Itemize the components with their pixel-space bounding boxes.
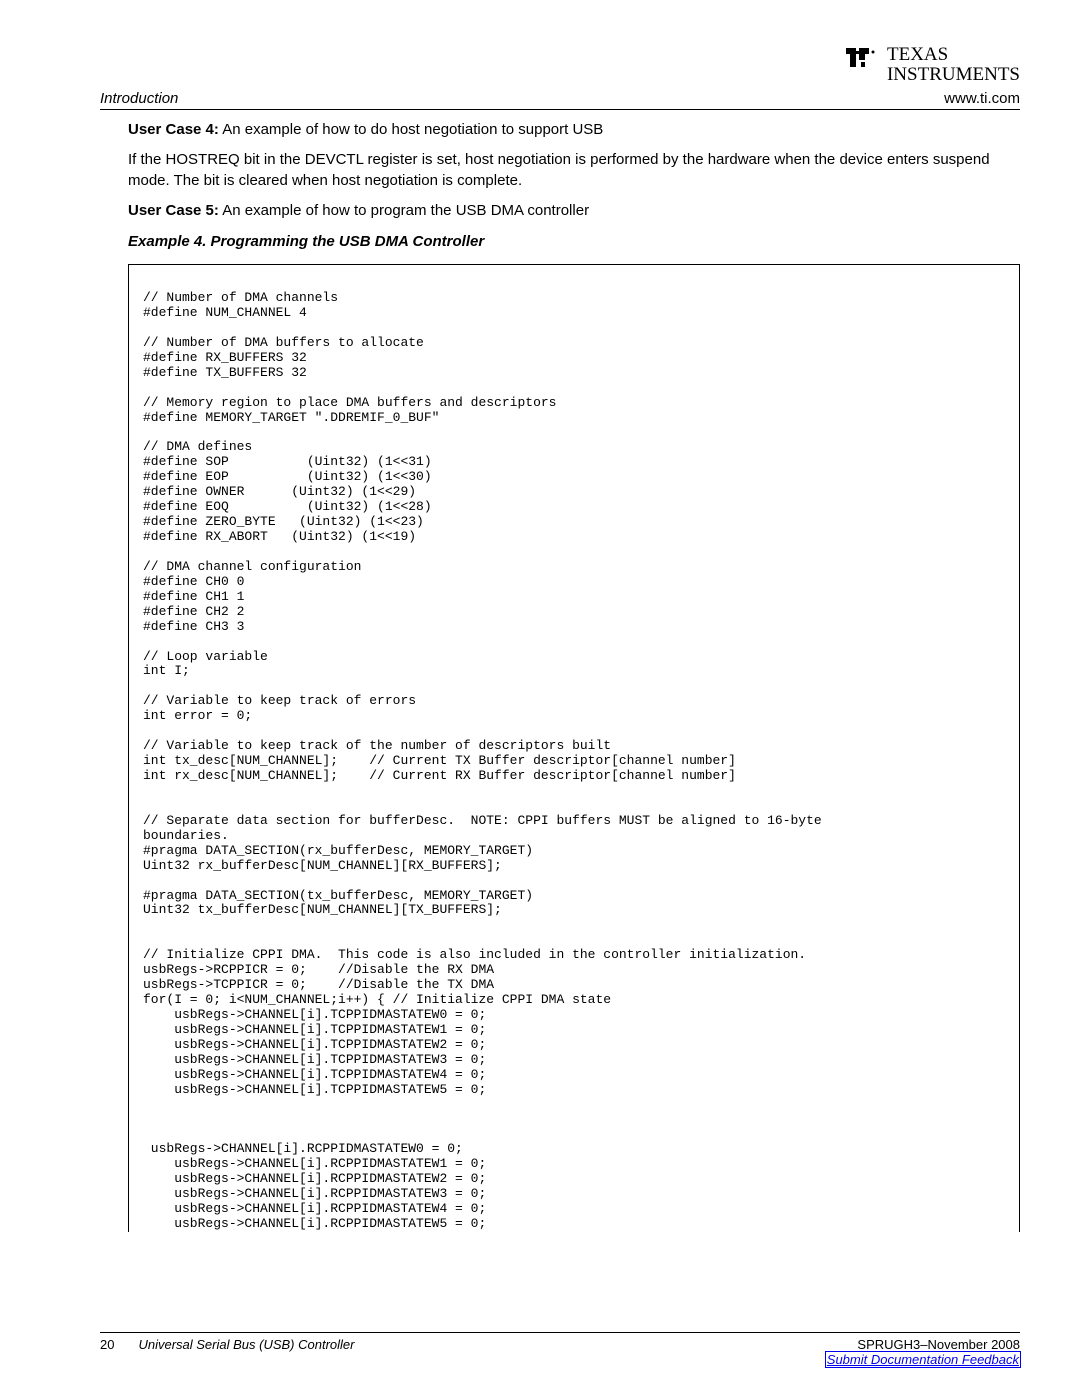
- case4-text: An example of how to do host negotiation…: [219, 121, 603, 138]
- logo-text-line1: TEXAS: [887, 45, 1020, 65]
- code-listing: // Number of DMA channels #define NUM_CH…: [128, 264, 1020, 1232]
- example-title: Example 4. Programming the USB DMA Contr…: [128, 233, 1020, 250]
- page-number: 20: [100, 1337, 114, 1352]
- feedback-link[interactable]: Submit Documentation Feedback: [826, 1352, 1020, 1367]
- page-footer: 20 Universal Serial Bus (USB) Controller…: [100, 1332, 1020, 1367]
- header-bar: Introduction www.ti.com: [100, 90, 1020, 110]
- footer-doc-id: SPRUGH3–November 2008: [826, 1337, 1020, 1352]
- ti-logo-icon: [843, 45, 883, 73]
- user-case-4: User Case 4: An example of how to do hos…: [128, 120, 1020, 140]
- case5-text: An example of how to program the USB DMA…: [219, 202, 589, 219]
- user-case-5: User Case 5: An example of how to progra…: [128, 201, 1020, 221]
- logo-text-line2: INSTRUMENTS: [887, 65, 1020, 85]
- header-url: www.ti.com: [944, 90, 1020, 107]
- footer-doc-title: Universal Serial Bus (USB) Controller: [138, 1337, 354, 1352]
- case4-label: User Case 4:: [128, 121, 219, 138]
- case5-label: User Case 5:: [128, 202, 219, 219]
- ti-logo: TEXAS INSTRUMENTS: [843, 45, 1020, 85]
- section-name: Introduction: [100, 90, 178, 107]
- case4-paragraph: If the HOSTREQ bit in the DEVCTL registe…: [128, 150, 1020, 191]
